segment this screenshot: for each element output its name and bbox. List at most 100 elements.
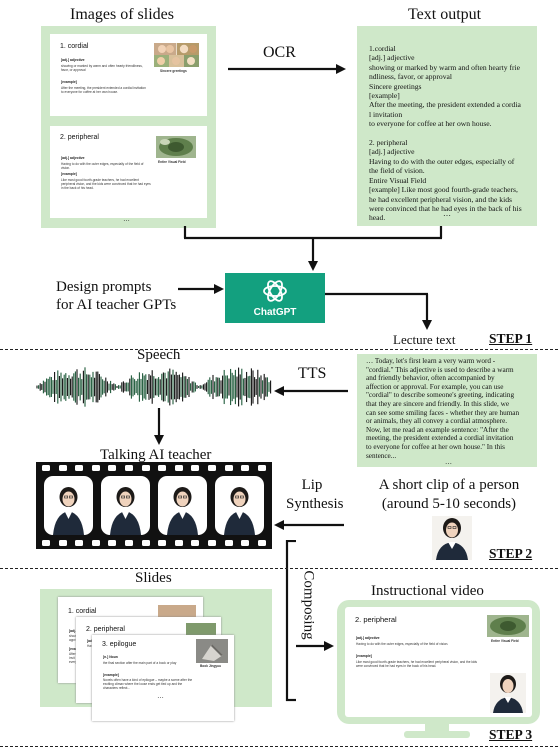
video-image-caption: Entire Visual Field: [491, 639, 519, 643]
monitor-stand: [425, 724, 449, 732]
stack-slide-epilogue: 3. epilogue [n.] Noun the final section …: [92, 635, 234, 721]
lecture-text-label: Lecture text: [393, 332, 456, 347]
step-divider-1: [0, 349, 558, 350]
film-perforation: [75, 465, 84, 471]
stack-slide-heading: 1. cordial: [68, 608, 97, 615]
ocr-arrow: [228, 64, 346, 74]
ocr-text-line: [example]: [369, 91, 400, 101]
teacher-portrait: [110, 487, 141, 535]
video-slide-heading: 2. peripheral: [355, 615, 397, 624]
person-clip-line-2: (around 5-10 seconds): [381, 496, 517, 512]
images-of-slides-title: Images of slides: [70, 6, 174, 23]
ocr-text-line: he had excellent peripheral vision, and …: [369, 194, 512, 204]
film-perforation: [58, 465, 67, 471]
lecture-text-block: … Today, let's first learn a very warm w…: [366, 357, 536, 460]
stack-slide-pos: [adj.]: [69, 629, 78, 633]
lecture-text-line: meeting, the president extended a cordia…: [366, 434, 514, 443]
ocr-text-line: l invitation: [369, 109, 403, 119]
design-prompts-label: Design prompts for AI teacher GPTs: [56, 278, 176, 314]
lecture-text-line: and friendly behavior, often accompanied…: [366, 374, 495, 383]
synthesis-line: Synthesis: [286, 496, 344, 512]
film-perforation: [141, 465, 150, 471]
lip-line: Lip: [301, 477, 323, 493]
video-slide-example-label: [example]: [356, 654, 372, 658]
chatgpt-logo-icon: [263, 280, 287, 302]
chatgpt-box: ChatGPT: [225, 273, 325, 323]
stack-slide-example-label: [example]: [103, 673, 119, 677]
slide-example-label: [example]: [61, 172, 77, 176]
film-perforation: [191, 465, 200, 471]
film-perforation: [42, 465, 50, 471]
talking-ai-teacher-label: Talking AI teacher: [100, 447, 212, 463]
stack-slide-line: appro: [69, 638, 78, 642]
ocr-text-block: 1.cordial [adj.] adjective showing or mark…: [369, 44, 535, 223]
film-perforation: [75, 540, 84, 546]
slide-example: Like most good fourth-grade teachers, he…: [61, 178, 151, 190]
speech-waveform: [36, 367, 272, 407]
lecture-text-line: affection or approval. For example, you …: [366, 382, 504, 391]
design-prompts-line-2: for AI teacher GPTs: [56, 297, 177, 313]
film-perforation: [191, 540, 200, 546]
film-perforation: [125, 540, 133, 546]
person-clip-photo: [432, 516, 472, 560]
stack-slide-line: Novels often have a kind of epilogue – m…: [103, 678, 193, 682]
film-frame: [215, 476, 264, 535]
lecture-text-line: can see some smiling faces - whether the…: [366, 408, 520, 417]
stack-slide-line: the final section after the main part of…: [103, 661, 177, 665]
video-slide-pos: [adj.] adjective: [356, 636, 380, 640]
ocr-text-line: Entire Visual Field: [369, 175, 427, 185]
ocr-text-line: [369, 129, 535, 138]
stack-slide-line: exciting climax where the loose ends get…: [103, 682, 183, 686]
film-perforation: [224, 540, 233, 546]
slide-example: After the meeting, the president extende…: [61, 86, 146, 94]
slide-image-caption: Entire Visual Field: [158, 160, 186, 164]
ocr-text-line: Sincere greetings: [369, 81, 422, 91]
slide-image-caption: Sincere greetings: [160, 69, 187, 73]
film-frames: [36, 475, 272, 536]
film-perforation: [108, 465, 117, 471]
ocr-text-line: were convinced that he had eyes in the b…: [369, 203, 522, 213]
slides-stack-panel: 1. cordial [adj.] showi appro [exam Afte…: [40, 589, 272, 721]
video-slide-example: Like most good fourth-grade teachers, he…: [356, 660, 478, 668]
film-frame: [158, 476, 207, 535]
film-perforation: [224, 465, 233, 471]
lecture-text-line: Now, let me read an example sentence: "A…: [366, 425, 509, 434]
step-1-label: STEP 1: [489, 331, 533, 346]
film-frame: [44, 476, 93, 535]
lip-synthesis-arrow: [274, 520, 344, 530]
film-perforation: [91, 465, 100, 471]
instructional-video-label: Instructional video: [371, 583, 484, 599]
ocr-text-line: [example] Like most good fourth-grade te…: [369, 185, 518, 195]
film-frame: [101, 476, 150, 535]
lecture-text-line: that they are sincere and friendly. In t…: [366, 399, 510, 408]
video-teacher-overlay: [490, 673, 526, 713]
film-perforation: [58, 540, 67, 546]
more-slides-ellipsis: …: [123, 216, 130, 223]
film-perforation: [158, 465, 167, 471]
chatgpt-to-lecture-arrow: [325, 292, 432, 330]
lecture-text-line: or animals, they all convey a cordial at…: [366, 417, 508, 426]
prompts-arrow: [178, 284, 224, 294]
monitor-base: [404, 731, 470, 738]
slide-pos: [adj.] adjective: [61, 58, 85, 62]
book-image: [196, 639, 228, 663]
ocr-text-line: head.: [369, 213, 386, 223]
design-prompts-line-1: Design prompts: [56, 279, 152, 295]
lip-synthesis-label: Lip Synthesis: [286, 476, 344, 514]
film-perforations-bottom: [36, 537, 272, 549]
person-clip-label: A short clip of a person (around 5-10 se…: [354, 476, 544, 514]
lecture-text-line: "cordial" to describe someone's greeting…: [366, 391, 515, 400]
film-perforation: [158, 540, 167, 546]
lecture-ellipsis: …: [445, 458, 452, 466]
composing-connector: [285, 540, 296, 702]
film-perforation: [257, 540, 266, 546]
film-perforation: [257, 465, 266, 471]
monitor: 2. peripheral [adj.] adjective Having to…: [337, 600, 540, 724]
film-perforations-top: [36, 462, 272, 474]
step-2-label: STEP 2: [489, 546, 533, 561]
stack-slide-pos: [n.] Noun: [103, 655, 118, 659]
slide-example-label: [example]: [61, 80, 77, 84]
film-perforation: [42, 540, 50, 546]
lecture-text-line: "cordial." This adjective is used to des…: [366, 365, 514, 374]
slide-definition: showing or marked by warm and often hear…: [61, 64, 143, 72]
